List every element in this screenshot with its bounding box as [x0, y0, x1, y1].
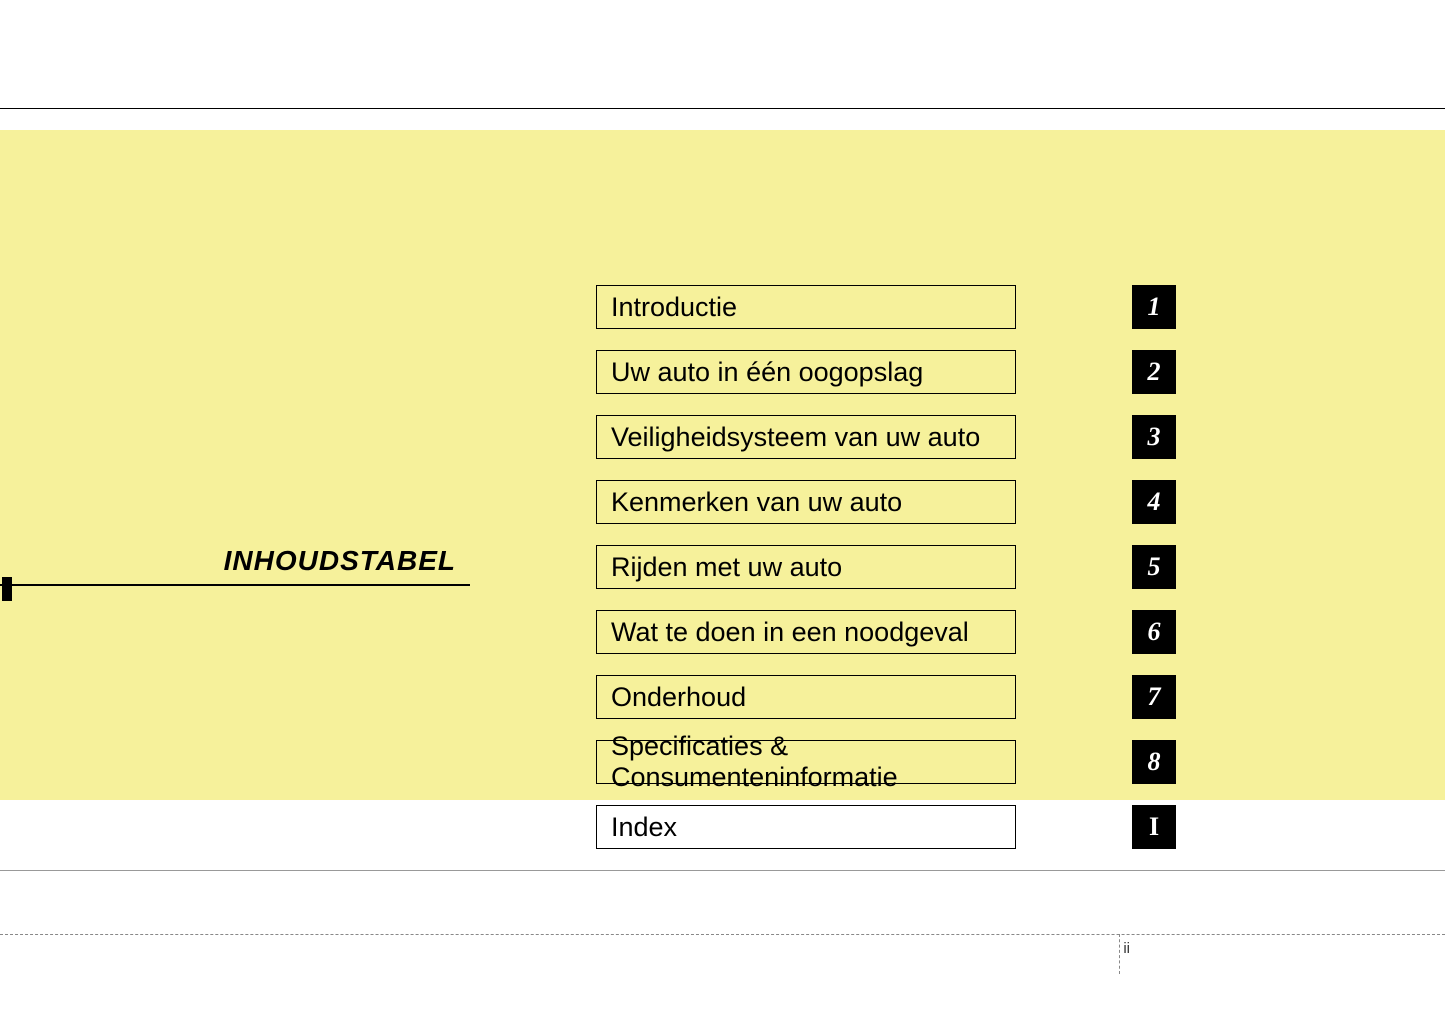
toc-tab-number: I [1132, 805, 1176, 849]
toc-item-5: Rijden met uw auto 5 [596, 545, 1161, 589]
toc-item-7: Onderhoud 7 [596, 675, 1161, 719]
toc-label: Index [596, 805, 1016, 849]
toc-item-4: Kenmerken van uw auto 4 [596, 480, 1161, 524]
toc-label: Specificaties & Consumenteninformatie [596, 740, 1016, 784]
toc-item-index: Index I [596, 805, 1161, 849]
toc-tab-number: 6 [1132, 610, 1176, 654]
page-container: INHOUDSTABEL Introductie 1 Uw auto in éé… [0, 0, 1445, 1026]
toc-tab-number: 8 [1132, 740, 1176, 784]
toc-label: Veiligheidsysteem van uw auto [596, 415, 1016, 459]
toc-item-8: Specificaties & Consumenteninformatie 8 [596, 740, 1161, 784]
bottom-border-line [0, 870, 1445, 871]
toc-item-2: Uw auto in één oogopslag 2 [596, 350, 1161, 394]
toc-label: Introductie [596, 285, 1016, 329]
toc-tab-number: 7 [1132, 675, 1176, 719]
toc-tab-number: 5 [1132, 545, 1176, 589]
toc-label: Onderhoud [596, 675, 1016, 719]
title-container: INHOUDSTABEL [0, 545, 468, 601]
toc-item-3: Veiligheidsysteem van uw auto 3 [596, 415, 1161, 459]
page-number: ii [1123, 940, 1130, 957]
toc-tab-number: 1 [1132, 285, 1176, 329]
yellow-panel: INHOUDSTABEL Introductie 1 Uw auto in éé… [0, 130, 1445, 800]
toc-tab-number: 3 [1132, 415, 1176, 459]
title-marker-icon [2, 577, 12, 601]
table-of-contents: Introductie 1 Uw auto in één oogopslag 2… [596, 285, 1161, 870]
top-border-line [0, 108, 1445, 109]
toc-item-1: Introductie 1 [596, 285, 1161, 329]
toc-tab-number: 4 [1132, 480, 1176, 524]
toc-tab-number: 2 [1132, 350, 1176, 394]
page-title: INHOUDSTABEL [0, 545, 456, 577]
toc-item-6: Wat te doen in een noodgeval 6 [596, 610, 1161, 654]
title-underline [0, 584, 470, 586]
toc-label: Rijden met uw auto [596, 545, 1016, 589]
toc-label: Uw auto in één oogopslag [596, 350, 1016, 394]
toc-label: Kenmerken van uw auto [596, 480, 1016, 524]
dashed-vertical-line [1119, 934, 1120, 974]
dashed-border-line [0, 934, 1445, 935]
toc-label: Wat te doen in een noodgeval [596, 610, 1016, 654]
